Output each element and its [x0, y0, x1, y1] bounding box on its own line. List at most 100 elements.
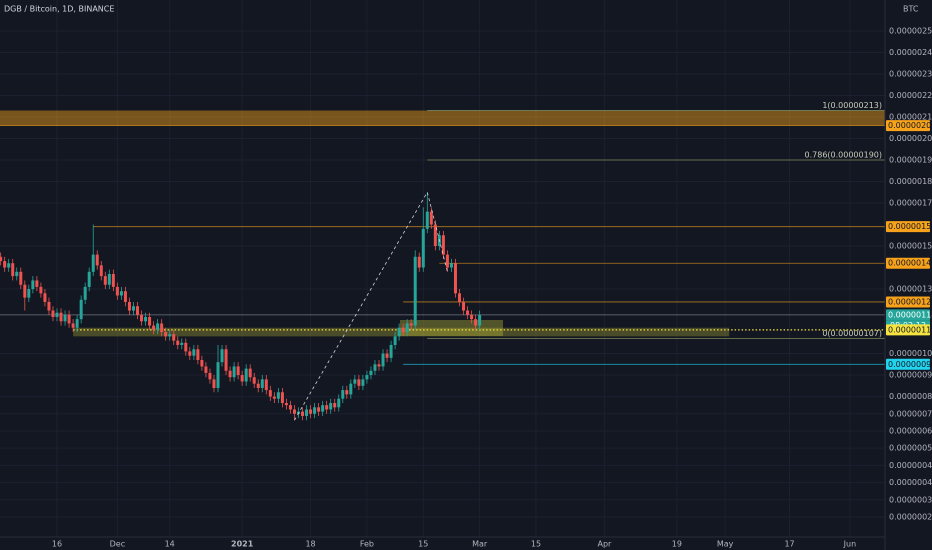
candle-body [111, 273, 115, 287]
candle-body [445, 254, 449, 268]
x-tick-label: Jun [843, 540, 857, 549]
levels: 1(0.00000213) 0.786(0.00000190) 0(0.000001… [0, 101, 885, 365]
y-tick-label: 0.00000190 [889, 156, 932, 165]
y-tick-label: 0.00000056 [889, 444, 932, 453]
candle-body [15, 271, 19, 277]
price-badge-label: 0.00000124 [888, 297, 932, 306]
candle-body [397, 327, 401, 337]
candle-body [377, 364, 381, 367]
price-badge-label: 0.00000206 [888, 121, 932, 130]
candle-body [385, 353, 389, 358]
candle-body [470, 314, 474, 320]
candle-body [172, 334, 176, 341]
candle-body [349, 383, 353, 395]
candle-body [212, 379, 216, 388]
candle-body [156, 323, 160, 330]
candle-body [144, 316, 148, 322]
x-tick-label: 17 [784, 540, 794, 549]
candle-body [204, 366, 208, 373]
candles [0, 192, 482, 421]
candle-body [357, 379, 361, 386]
candle-body [208, 372, 212, 380]
x-tick-label: 16 [52, 540, 62, 549]
candle-body [417, 256, 421, 268]
candle-body [51, 310, 55, 317]
chart-title: DGB / Bitcoin, 1D, BINANCE [4, 5, 114, 14]
zone [73, 327, 730, 337]
candle-body [381, 353, 385, 367]
candle-body [337, 398, 341, 408]
candle-body [47, 301, 51, 311]
overlay [294, 191, 448, 421]
x-tick-label: May [717, 540, 734, 549]
price-badge-label: 0.00000095 [888, 360, 932, 369]
candle-body [168, 334, 172, 337]
price-badge [886, 221, 930, 233]
candle-body [240, 375, 244, 382]
candle-body [409, 323, 413, 326]
candle-body [43, 293, 47, 302]
candle-body [63, 314, 67, 322]
candle-body [103, 276, 107, 285]
candle-body [252, 377, 256, 384]
candle-body [232, 366, 236, 378]
candle-body [176, 340, 180, 345]
candle-body [453, 263, 457, 294]
candle-body [373, 364, 377, 371]
price-badge-label: 0.00000142 [888, 259, 932, 268]
candle-body [3, 261, 7, 268]
candle-body [127, 301, 131, 311]
trend-line [294, 191, 448, 421]
candle-body [256, 383, 260, 388]
candle-body [83, 286, 87, 300]
candle-body [353, 379, 357, 384]
candle-body [329, 403, 333, 410]
candle-body [369, 370, 373, 376]
candle-body [136, 306, 139, 315]
candle-body [27, 289, 31, 298]
candle-body [462, 301, 466, 311]
x-tick-label: Mar [472, 540, 488, 549]
candle-body [321, 405, 325, 412]
candle-body [59, 312, 63, 322]
fib-label: 0(0.00000107) [822, 329, 882, 338]
candle-body [7, 263, 11, 268]
candle-body [200, 360, 204, 367]
candle-body [188, 351, 192, 356]
candle-body [115, 286, 119, 296]
candle-body [119, 291, 123, 296]
price-badge [886, 358, 930, 370]
candle-body [236, 366, 240, 376]
candle-body [478, 314, 482, 326]
x-tick-label: 18 [305, 540, 315, 549]
price-badge [886, 309, 930, 321]
candle-body [55, 312, 59, 317]
candle-body [276, 392, 280, 399]
candle-body [466, 310, 470, 315]
x-tick-label: 19 [672, 540, 682, 549]
candle-body [288, 405, 292, 410]
range-box [400, 320, 503, 336]
y-tick-label: 0.00000032 [889, 495, 932, 504]
y-tick-label: 0.00000048 [889, 461, 932, 470]
candle-body [333, 403, 337, 408]
candle-body [99, 265, 103, 277]
candle-body [317, 407, 321, 412]
price-badge [886, 296, 930, 308]
candle-body [107, 273, 111, 285]
candle-body [131, 306, 135, 311]
candle-body [429, 211, 433, 225]
price-badge-label: 0.00000111 [888, 325, 932, 334]
candle-body [405, 323, 409, 333]
candle-body [39, 286, 43, 294]
